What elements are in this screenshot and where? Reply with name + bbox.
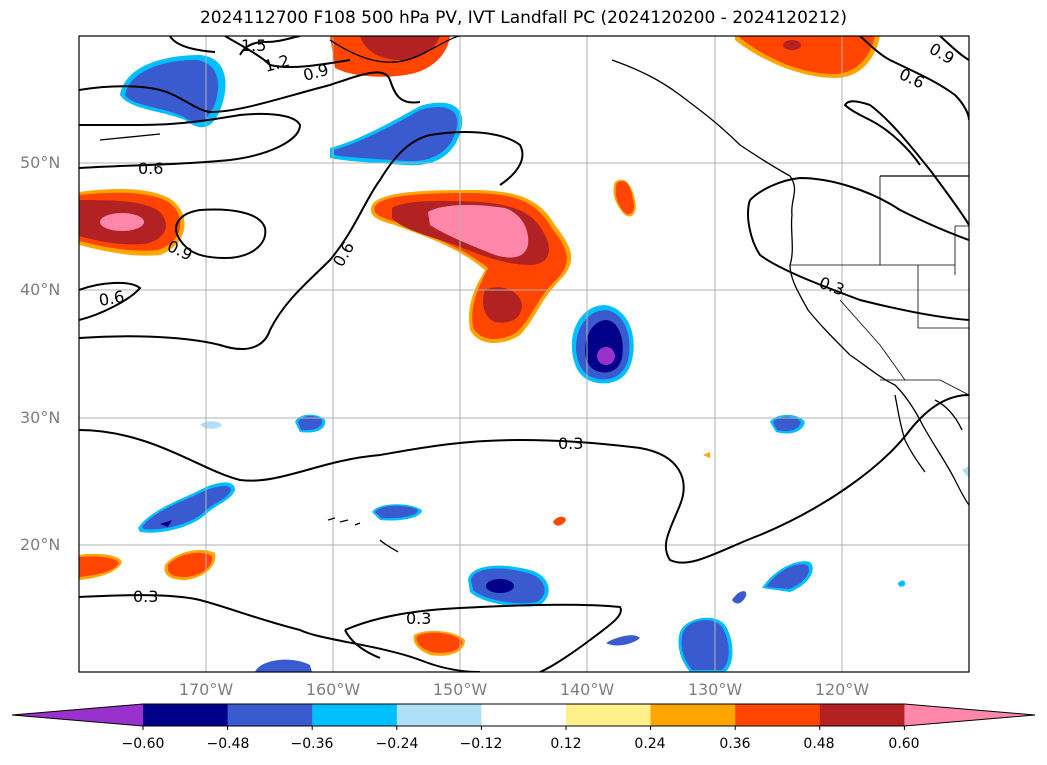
colorbar-tick-label: 0.36 (719, 736, 751, 752)
colorbar-tick-label: 0.12 (550, 736, 582, 752)
colorbar-extend-low (12, 704, 143, 726)
colorbar-tick-label: −0.36 (290, 736, 334, 752)
contour-label: 0.9 (301, 60, 331, 85)
lat-label-20n: 20°N (20, 535, 61, 554)
colorbar-swatch (650, 704, 736, 726)
colorbar-swatch (143, 704, 229, 726)
contour-label: 0.6 (138, 159, 163, 178)
colorbar-swatch (396, 704, 482, 726)
lon-label-140w: 140°W (559, 680, 615, 699)
colorbar-swatch (481, 704, 567, 726)
lat-label-40n: 40°N (20, 280, 61, 299)
contour-label: 1.5 (241, 36, 266, 55)
colorbar-tick-label: −0.48 (206, 736, 250, 752)
contour-label: 1.2 (262, 51, 292, 76)
colorbar-tick-label: 0.48 (803, 736, 835, 752)
colorbar-swatch (312, 704, 398, 726)
colorbar-swatch (566, 704, 652, 726)
map-title: 2024112700 F108 500 hPa PV, IVT Landfall… (199, 8, 847, 28)
colorbar-swatch (735, 704, 821, 726)
contour-label: 0.6 (97, 287, 125, 310)
pv-anomaly-fills (79, 36, 969, 672)
colorbar-tick-label: −0.60 (121, 736, 165, 752)
colorbar-swatch (819, 704, 905, 726)
lon-label-170w: 170°W (178, 680, 234, 699)
contour-label-group: 1.5 1.2 0.9 0.9 0.6 0.6 0.9 0.6 0.6 0.3 … (97, 36, 957, 628)
map-frame (78, 35, 970, 673)
lat-label-30n: 30°N (20, 408, 61, 427)
contour-label: 0.3 (133, 587, 158, 606)
state-borders (790, 176, 969, 396)
colorbar-tick-label: −0.24 (375, 736, 419, 752)
pv-contours (79, 36, 969, 672)
map-gridlines (79, 36, 969, 672)
contour-label: 0.3 (558, 434, 583, 453)
lat-label-50n: 50°N (20, 153, 61, 172)
lon-label-160w: 160°W (305, 680, 361, 699)
colorbar (11, 703, 1036, 730)
colorbar-tick-label: 0.60 (888, 736, 920, 752)
contour-label: 0.3 (406, 609, 431, 628)
colorbar-tick-label: 0.24 (634, 736, 666, 752)
colorbar-swatch (227, 704, 313, 726)
contour-label: 0.6 (896, 64, 927, 92)
contour-label: 0.9 (926, 39, 958, 68)
lon-label-130w: 130°W (687, 680, 743, 699)
colorbar-tick-label: −0.12 (459, 736, 503, 752)
colorbar-extend-high (904, 704, 1035, 726)
lon-label-150w: 150°W (432, 680, 488, 699)
coastlines (99, 36, 969, 553)
lon-label-120w: 120°W (814, 680, 870, 699)
